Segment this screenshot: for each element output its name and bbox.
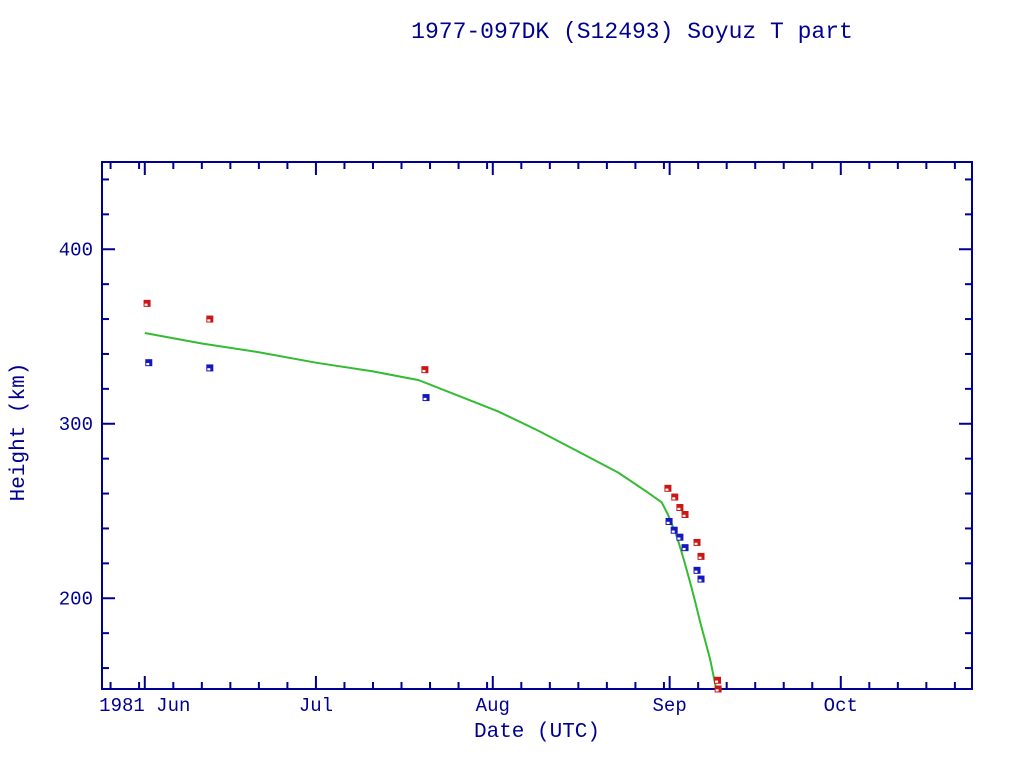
x-tick-label: Aug (476, 695, 510, 717)
apogee-height-point (714, 676, 722, 684)
apogee-height-point (206, 315, 214, 323)
apogee-height-point (143, 299, 151, 307)
chart-title: 1977-097DK (S12493) Soyuz T part (411, 19, 853, 45)
perigee-height-point (670, 526, 678, 534)
perigee-height-point (681, 544, 689, 552)
y-tick-label: 400 (59, 239, 93, 261)
apogee-height-point (421, 366, 429, 374)
perigee-height-point (206, 364, 214, 372)
apogee-height-point (714, 685, 722, 693)
x-tick-label: Oct (824, 695, 858, 717)
y-axis-label: Height (km) (8, 363, 31, 502)
x-axis-label: Date (UTC) (474, 721, 600, 744)
data-points (143, 299, 722, 693)
perigee-height-point (676, 533, 684, 541)
x-tick-label: 1981 Jun (99, 695, 190, 717)
axis-ticks (102, 162, 972, 689)
apogee-height-point (664, 484, 672, 492)
decay-model (144, 332, 717, 688)
apogee-height-point (671, 493, 679, 501)
apogee-height-point (693, 538, 701, 546)
y-tick-label: 200 (59, 588, 93, 610)
perigee-height-point (145, 359, 153, 367)
x-tick-label: Sep (653, 695, 687, 717)
apogee-height-point (681, 510, 689, 518)
perigee-height-point (422, 394, 430, 402)
x-tick-label: Jul (299, 695, 333, 717)
perigee-height-point (697, 575, 705, 583)
apogee-height-point (697, 552, 705, 560)
y-tick-label: 300 (59, 414, 93, 436)
decay-model-line (144, 332, 717, 688)
perigee-height-point (665, 517, 673, 525)
plot-frame (101, 161, 973, 690)
tick-labels: 200 300 400 1981 Jun Jul Aug Sep Oct (59, 239, 858, 717)
perigee-height-point (693, 566, 701, 574)
apogee-height-point (676, 504, 684, 512)
